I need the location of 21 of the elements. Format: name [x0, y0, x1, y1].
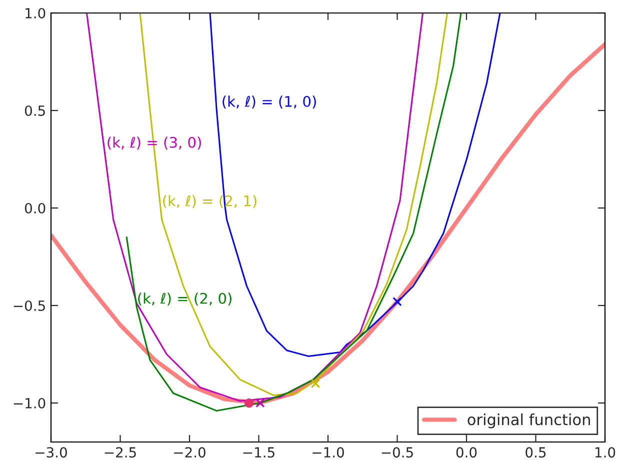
- x-tick-label: −1.0: [312, 447, 344, 458]
- y-tick-label: 0.5: [24, 105, 45, 116]
- x-tick-label: −2.0: [174, 447, 206, 458]
- x-tick-label: 0.5: [526, 447, 546, 458]
- y-tick-label: −1.0: [14, 398, 46, 408]
- y-tick-label: 0.0: [24, 202, 46, 214]
- series-label: (k, ℓ) = (2, 0): [138, 292, 232, 306]
- y-tick-label: 1.0: [26, 8, 46, 18]
- point: [244, 398, 254, 408]
- x-tick-label: 0.0: [456, 447, 477, 458]
- point: [392, 296, 402, 306]
- series-label: (k, ℓ) = (1, 0): [222, 96, 316, 109]
- x-tick-label: −2.5: [104, 447, 136, 458]
- point: [310, 378, 320, 388]
- legend-label: original function: [468, 413, 590, 428]
- x-tick-label: −0.5: [382, 447, 413, 458]
- point: [255, 398, 265, 408]
- x-tick-label: 1.0: [595, 447, 616, 458]
- x-tick-label: −1.5: [243, 447, 274, 458]
- x-tick-label: −3.0: [36, 447, 67, 458]
- y-tick-label: −0.5: [14, 300, 45, 311]
